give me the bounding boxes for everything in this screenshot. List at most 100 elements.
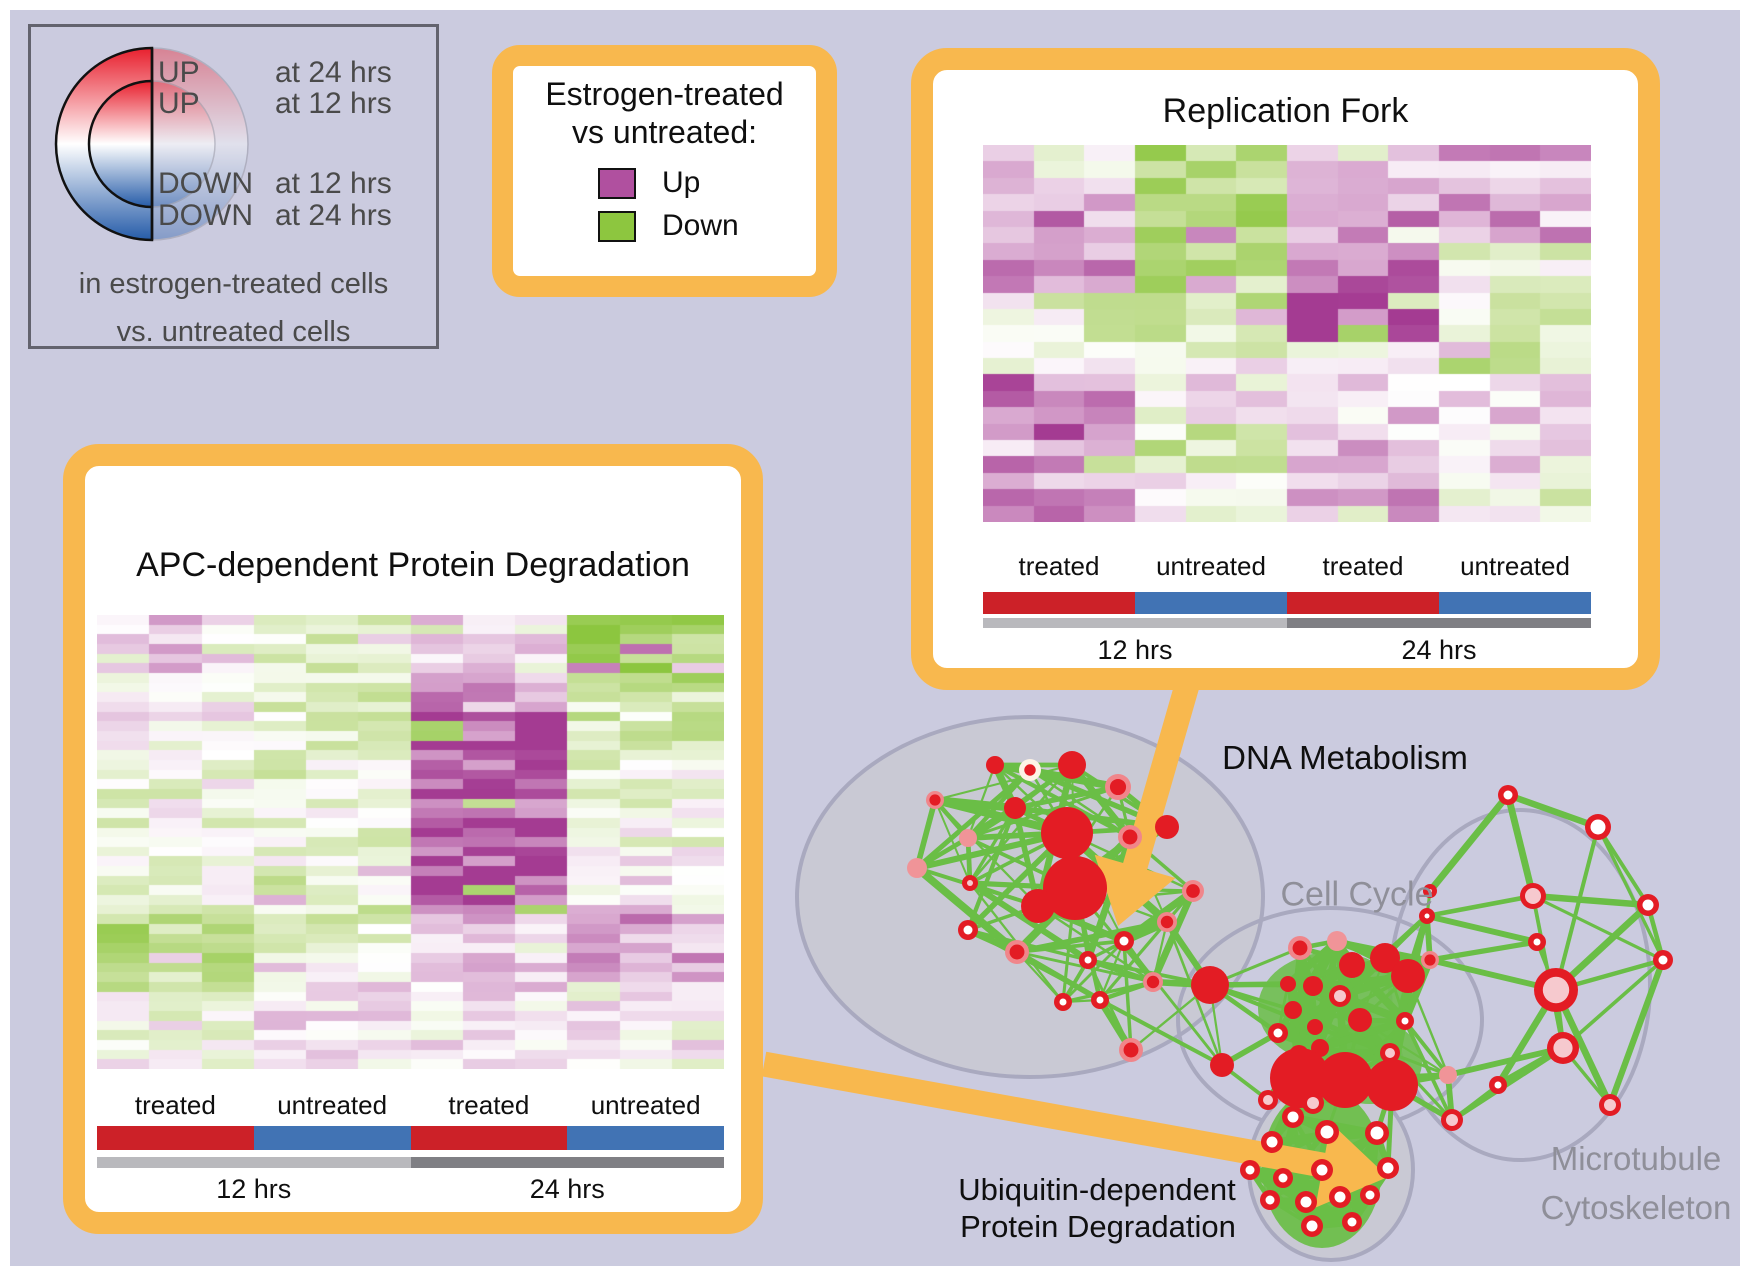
network-edge <box>1098 940 1126 1001</box>
network-edge <box>994 761 1119 791</box>
network-edge <box>1151 921 1169 983</box>
apc-time-labels: 12 hrs 24 hrs <box>97 1174 724 1205</box>
network-bridge-edge <box>1554 826 1600 991</box>
repfork-time-segment <box>1287 618 1591 628</box>
network-edge <box>1062 980 1154 1004</box>
network-edge <box>1596 826 1665 961</box>
node-donut-core <box>963 925 973 935</box>
node-solid <box>1041 807 1093 859</box>
apc-panel: APC-dependent Protein Degradation treate… <box>63 444 763 1234</box>
repfork-col-label: untreated <box>1156 551 1266 581</box>
repfork-col-label: treated <box>1018 551 1100 581</box>
node-solid <box>1280 976 1296 992</box>
apc-condition-segment <box>253 1126 411 1150</box>
node-ringpink-core <box>1186 884 1200 898</box>
apc-col-label: untreated <box>277 1090 388 1120</box>
node-solid <box>1155 815 1179 839</box>
replication-fork-condition-bar <box>983 592 1591 614</box>
network-edge <box>1403 1019 1450 1077</box>
node-donut-core <box>1320 1125 1334 1139</box>
node-donut-core <box>1306 1220 1318 1232</box>
apc-condition-segment <box>97 1126 254 1150</box>
node-donut-core <box>1347 1217 1357 1227</box>
network-label-ubiquitin-line1: Ubiquitin-dependent <box>958 1172 1236 1207</box>
node-donut-core <box>1590 819 1606 835</box>
apc-col-label: untreated <box>590 1090 701 1120</box>
apc-col-label: treated <box>134 1090 216 1120</box>
node-pink <box>959 829 977 847</box>
network-edge <box>1504 794 1537 897</box>
node-solid <box>1303 976 1323 996</box>
down-swatch-icon <box>598 210 636 242</box>
apc-col-label: treated <box>448 1090 530 1120</box>
apc-column-labels: treated untreated treated untreated <box>97 1090 724 1121</box>
apc-time-label: 12 hrs <box>216 1174 292 1204</box>
network-bridge-edge <box>1447 1045 1564 1078</box>
updown-legend-title-1: Estrogen-treated <box>545 76 784 112</box>
ring-direction-label: DOWN <box>158 167 253 200</box>
node-donut-core <box>1266 1136 1278 1148</box>
replication-fork-column-labels: treated untreated treated untreated <box>983 551 1591 582</box>
node-donutpink-core <box>967 880 973 886</box>
node-donut-core <box>1096 996 1104 1004</box>
node-solid <box>1307 1019 1323 1035</box>
apc-time-label: 24 hrs <box>529 1174 605 1204</box>
node-donutpink-core <box>1263 1095 1273 1105</box>
apc-time-segment <box>410 1157 724 1168</box>
node-donut-core <box>1642 899 1654 911</box>
node-donut-core <box>1273 1028 1283 1038</box>
repfork-condition-segment <box>1135 592 1287 614</box>
node-ringpink-core <box>1146 975 1160 989</box>
node-solid <box>1339 952 1365 978</box>
replication-fork-time-labels: 12 hrs 24 hrs <box>983 635 1591 666</box>
network-label-microtubule-line1: Microtubule <box>1550 1140 1722 1177</box>
network-label-dna-metabolism: DNA Metabolism <box>1222 739 1468 776</box>
node-donut-core <box>1658 955 1668 965</box>
ring-legend-box: UP at 24 hrs UP at 12 hrs DOWN at 12 hrs DOWN a… <box>28 24 439 349</box>
node-solid <box>1004 797 1026 819</box>
network-edge <box>1098 889 1195 1002</box>
node-solid <box>1366 1059 1418 1111</box>
network-edge <box>1607 958 1666 1107</box>
network-edge <box>915 768 1032 870</box>
node-donut-core <box>1365 1190 1375 1200</box>
node-solid <box>1058 751 1086 779</box>
node-donut-core <box>1370 1126 1384 1140</box>
network-edge <box>1016 919 1168 955</box>
updown-legend-title-2: vs untreated: <box>572 114 757 150</box>
network-edge <box>1532 894 1664 962</box>
down-swatch-label: Down <box>662 209 739 242</box>
apc-time-segment <box>97 1157 411 1168</box>
network-bridge-edge <box>1426 893 1534 919</box>
node-donut-core <box>1084 956 1092 964</box>
network-edge <box>965 807 1018 931</box>
node-ringpink-core <box>1109 778 1127 796</box>
network-edge <box>1084 835 1134 962</box>
node-donut-core <box>1424 913 1430 919</box>
network-edge <box>1427 792 1511 894</box>
ring-legend-caption-1: in estrogen-treated cells <box>78 268 389 300</box>
network-edge <box>1122 940 1224 1066</box>
node-donut-core <box>1494 1081 1502 1089</box>
ring-direction-label: UP <box>158 56 200 89</box>
network-label-microtubule-line2: Cytoskeleton <box>1540 1189 1732 1226</box>
node-solid <box>1191 966 1229 1004</box>
node-donut-core <box>1287 1111 1299 1123</box>
node-donut-core <box>1382 1162 1394 1174</box>
repfork-condition-segment <box>1439 592 1591 614</box>
network-edge <box>1122 940 1133 1051</box>
node-ringpink-core <box>1122 829 1138 845</box>
network-edge <box>1359 1019 1449 1076</box>
ring-time-label: at 12 hrs <box>275 87 392 120</box>
node-donutpink-core <box>1334 990 1346 1002</box>
node-solid <box>986 756 1004 774</box>
network-label-cell-cycle: Cell Cycle <box>1280 875 1434 914</box>
network-edge <box>1596 825 1650 907</box>
connector-arrow <box>761 1051 1388 1208</box>
node-donut-core <box>1245 1165 1255 1175</box>
repfork-col-label: untreated <box>1460 551 1570 581</box>
network-label-ubiquitin-line2: Protein Degradation <box>960 1209 1236 1244</box>
node-donut-core <box>1316 1164 1328 1176</box>
